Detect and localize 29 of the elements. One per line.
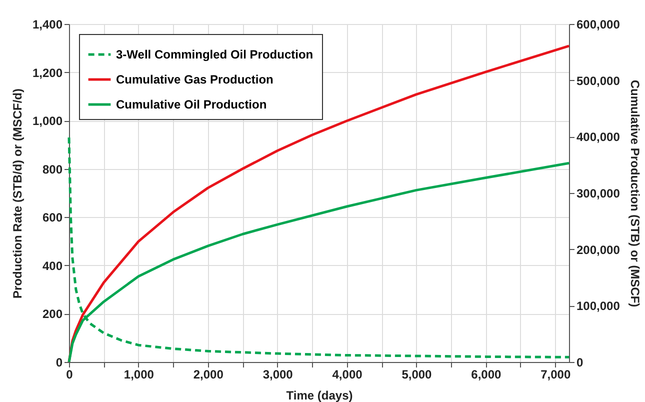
x-tick-label: 5,000 bbox=[402, 368, 432, 382]
y2-tick-label: 600,000 bbox=[576, 18, 620, 32]
y-tick-label: 200 bbox=[42, 307, 63, 322]
y-tick-label: 1,000 bbox=[32, 114, 63, 128]
legend-label: Cumulative Gas Production bbox=[116, 72, 274, 86]
legend-label: 3-Well Commingled Oil Production bbox=[116, 48, 314, 62]
y2-tick-label: 200,000 bbox=[576, 242, 620, 257]
y-axis-title: Production Rate (STB/d) or (MSCF/d) bbox=[10, 88, 24, 298]
x-axis-title: Time (days) bbox=[286, 388, 353, 402]
x-tick-label: 2,000 bbox=[193, 368, 224, 382]
y2-axis-title: Cumulative Production (STB) or (MSCF) bbox=[628, 80, 642, 308]
legend-label: Cumulative Oil Production bbox=[116, 98, 267, 112]
y-tick-label: 1,400 bbox=[32, 18, 63, 32]
x-tick-label: 4,000 bbox=[332, 368, 363, 382]
y-tick-label: 600 bbox=[42, 210, 63, 225]
x-tick-label: 1,000 bbox=[124, 368, 154, 382]
y-tick-label: 0 bbox=[56, 356, 63, 370]
x-tick-label: 7,000 bbox=[540, 368, 571, 382]
x-tick-label: 6,000 bbox=[471, 368, 502, 382]
y-tick-label: 1,200 bbox=[32, 66, 63, 80]
y2-tick-label: 500,000 bbox=[576, 74, 620, 88]
y-tick-label: 800 bbox=[42, 162, 63, 176]
y-tick-label: 400 bbox=[42, 258, 63, 273]
y2-tick-label: 100,000 bbox=[576, 299, 620, 314]
x-tick-label: 3,000 bbox=[262, 368, 294, 382]
y2-tick-label: 0 bbox=[576, 356, 584, 370]
y2-tick-label: 300,000 bbox=[576, 186, 620, 200]
y2-tick-label: 400,000 bbox=[576, 130, 620, 144]
x-tick-label: 0 bbox=[66, 368, 74, 382]
